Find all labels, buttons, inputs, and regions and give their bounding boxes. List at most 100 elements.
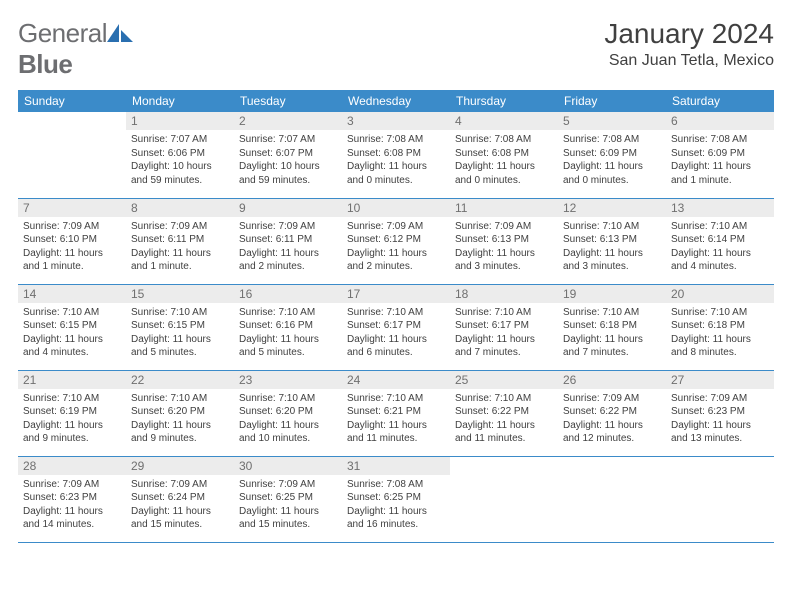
calendar-day-cell: 11Sunrise: 7:09 AMSunset: 6:13 PMDayligh… [450,198,558,284]
month-title: January 2024 [604,18,774,50]
day-details: Sunrise: 7:09 AMSunset: 6:11 PMDaylight:… [126,217,234,274]
day-number: 26 [558,371,666,389]
weekday-header: Monday [126,90,234,112]
day-details: Sunrise: 7:09 AMSunset: 6:23 PMDaylight:… [18,475,126,532]
day-number: 1 [126,112,234,130]
day-details: Sunrise: 7:08 AMSunset: 6:08 PMDaylight:… [450,130,558,187]
day-details: Sunrise: 7:08 AMSunset: 6:08 PMDaylight:… [342,130,450,187]
calendar-day-cell: 21Sunrise: 7:10 AMSunset: 6:19 PMDayligh… [18,370,126,456]
calendar-day-cell: 24Sunrise: 7:10 AMSunset: 6:21 PMDayligh… [342,370,450,456]
day-details: Sunrise: 7:10 AMSunset: 6:16 PMDaylight:… [234,303,342,360]
sail-icon [107,24,133,42]
calendar-day-cell: 13Sunrise: 7:10 AMSunset: 6:14 PMDayligh… [666,198,774,284]
day-number: 10 [342,199,450,217]
brand-part2: Blue [18,49,72,79]
day-details: Sunrise: 7:07 AMSunset: 6:06 PMDaylight:… [126,130,234,187]
day-number: 19 [558,285,666,303]
day-number: 2 [234,112,342,130]
day-number [450,457,558,475]
calendar-week-row: 21Sunrise: 7:10 AMSunset: 6:19 PMDayligh… [18,370,774,456]
day-details: Sunrise: 7:10 AMSunset: 6:17 PMDaylight:… [450,303,558,360]
day-number: 8 [126,199,234,217]
day-number: 4 [450,112,558,130]
day-details: Sunrise: 7:09 AMSunset: 6:25 PMDaylight:… [234,475,342,532]
day-number [18,112,126,130]
day-number: 7 [18,199,126,217]
day-number: 16 [234,285,342,303]
day-details: Sunrise: 7:09 AMSunset: 6:10 PMDaylight:… [18,217,126,274]
calendar-day-cell: 5Sunrise: 7:08 AMSunset: 6:09 PMDaylight… [558,112,666,198]
calendar-day-cell: 25Sunrise: 7:10 AMSunset: 6:22 PMDayligh… [450,370,558,456]
weekday-header: Friday [558,90,666,112]
calendar-week-row: 7Sunrise: 7:09 AMSunset: 6:10 PMDaylight… [18,198,774,284]
day-number: 21 [18,371,126,389]
day-details: Sunrise: 7:10 AMSunset: 6:15 PMDaylight:… [18,303,126,360]
day-number: 29 [126,457,234,475]
calendar-day-cell: 9Sunrise: 7:09 AMSunset: 6:11 PMDaylight… [234,198,342,284]
calendar-day-cell: 10Sunrise: 7:09 AMSunset: 6:12 PMDayligh… [342,198,450,284]
location-text: San Juan Tetla, Mexico [604,52,774,70]
day-details: Sunrise: 7:10 AMSunset: 6:19 PMDaylight:… [18,389,126,446]
day-number [558,457,666,475]
day-details [18,130,126,174]
day-number: 22 [126,371,234,389]
day-details: Sunrise: 7:10 AMSunset: 6:13 PMDaylight:… [558,217,666,274]
day-details: Sunrise: 7:10 AMSunset: 6:22 PMDaylight:… [450,389,558,446]
calendar-body: 1Sunrise: 7:07 AMSunset: 6:06 PMDaylight… [18,112,774,542]
day-number: 6 [666,112,774,130]
calendar-day-cell: 6Sunrise: 7:08 AMSunset: 6:09 PMDaylight… [666,112,774,198]
day-details [558,475,666,519]
day-details: Sunrise: 7:09 AMSunset: 6:13 PMDaylight:… [450,217,558,274]
calendar-week-row: 1Sunrise: 7:07 AMSunset: 6:06 PMDaylight… [18,112,774,198]
calendar-day-cell: 30Sunrise: 7:09 AMSunset: 6:25 PMDayligh… [234,456,342,542]
calendar-day-cell: 17Sunrise: 7:10 AMSunset: 6:17 PMDayligh… [342,284,450,370]
day-details: Sunrise: 7:10 AMSunset: 6:20 PMDaylight:… [234,389,342,446]
day-number: 24 [342,371,450,389]
day-details: Sunrise: 7:09 AMSunset: 6:12 PMDaylight:… [342,217,450,274]
day-details: Sunrise: 7:09 AMSunset: 6:24 PMDaylight:… [126,475,234,532]
calendar-table: SundayMondayTuesdayWednesdayThursdayFrid… [18,90,774,543]
day-details: Sunrise: 7:10 AMSunset: 6:20 PMDaylight:… [126,389,234,446]
calendar-week-row: 14Sunrise: 7:10 AMSunset: 6:15 PMDayligh… [18,284,774,370]
day-details: Sunrise: 7:10 AMSunset: 6:14 PMDaylight:… [666,217,774,274]
calendar-day-cell [666,456,774,542]
calendar-day-cell [558,456,666,542]
calendar-day-cell: 19Sunrise: 7:10 AMSunset: 6:18 PMDayligh… [558,284,666,370]
day-details: Sunrise: 7:10 AMSunset: 6:18 PMDaylight:… [666,303,774,360]
calendar-day-cell: 29Sunrise: 7:09 AMSunset: 6:24 PMDayligh… [126,456,234,542]
day-details [450,475,558,519]
calendar-day-cell: 7Sunrise: 7:09 AMSunset: 6:10 PMDaylight… [18,198,126,284]
brand-logo: GeneralBlue [18,18,133,80]
calendar-day-cell: 31Sunrise: 7:08 AMSunset: 6:25 PMDayligh… [342,456,450,542]
day-number [666,457,774,475]
calendar-day-cell: 18Sunrise: 7:10 AMSunset: 6:17 PMDayligh… [450,284,558,370]
weekday-header: Tuesday [234,90,342,112]
day-number: 13 [666,199,774,217]
day-number: 5 [558,112,666,130]
day-details: Sunrise: 7:08 AMSunset: 6:25 PMDaylight:… [342,475,450,532]
weekday-header: Saturday [666,90,774,112]
calendar-day-cell: 4Sunrise: 7:08 AMSunset: 6:08 PMDaylight… [450,112,558,198]
day-details: Sunrise: 7:10 AMSunset: 6:15 PMDaylight:… [126,303,234,360]
day-number: 14 [18,285,126,303]
weekday-header: Thursday [450,90,558,112]
day-number: 31 [342,457,450,475]
day-details [666,475,774,519]
day-number: 20 [666,285,774,303]
brand-text: GeneralBlue [18,18,133,80]
day-details: Sunrise: 7:07 AMSunset: 6:07 PMDaylight:… [234,130,342,187]
day-details: Sunrise: 7:08 AMSunset: 6:09 PMDaylight:… [666,130,774,187]
calendar-day-cell: 3Sunrise: 7:08 AMSunset: 6:08 PMDaylight… [342,112,450,198]
day-number: 17 [342,285,450,303]
calendar-day-cell: 12Sunrise: 7:10 AMSunset: 6:13 PMDayligh… [558,198,666,284]
calendar-day-cell [18,112,126,198]
weekday-row: SundayMondayTuesdayWednesdayThursdayFrid… [18,90,774,112]
calendar-week-row: 28Sunrise: 7:09 AMSunset: 6:23 PMDayligh… [18,456,774,542]
day-details: Sunrise: 7:10 AMSunset: 6:21 PMDaylight:… [342,389,450,446]
day-details: Sunrise: 7:10 AMSunset: 6:17 PMDaylight:… [342,303,450,360]
calendar-day-cell: 27Sunrise: 7:09 AMSunset: 6:23 PMDayligh… [666,370,774,456]
day-number: 11 [450,199,558,217]
page-header: GeneralBlue January 2024 San Juan Tetla,… [18,18,774,80]
calendar-day-cell: 15Sunrise: 7:10 AMSunset: 6:15 PMDayligh… [126,284,234,370]
calendar-day-cell: 2Sunrise: 7:07 AMSunset: 6:07 PMDaylight… [234,112,342,198]
